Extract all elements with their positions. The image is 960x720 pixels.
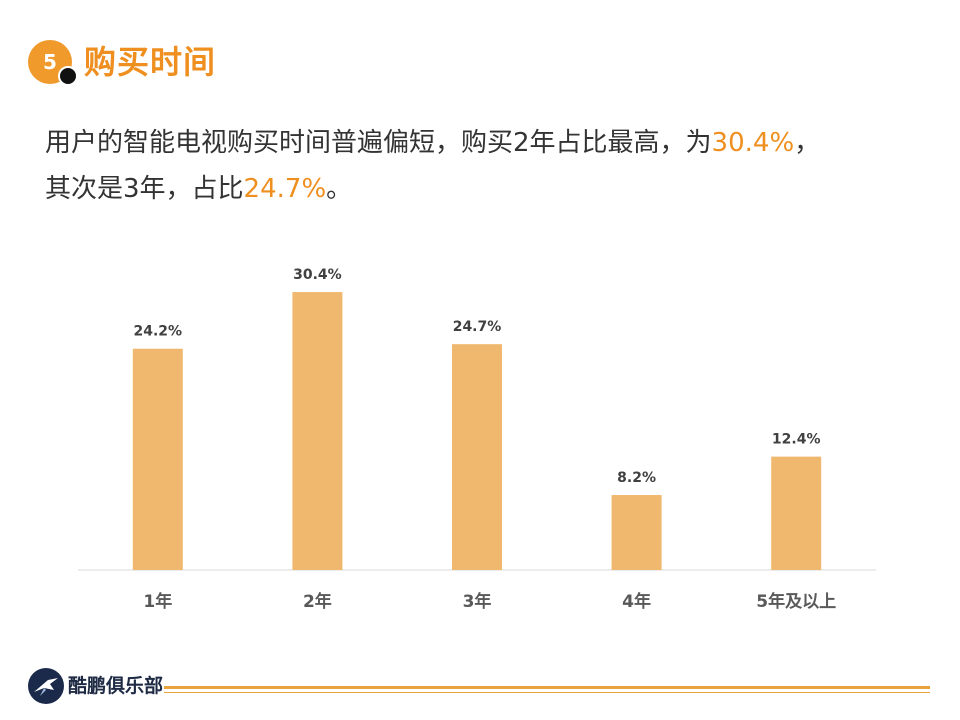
data-label: 8.2%: [617, 470, 656, 486]
bar: [611, 495, 662, 570]
x-tick-label: 3年: [463, 591, 492, 612]
section-header: 5 购买时间: [28, 36, 428, 92]
summary-line-2: 其次是3年，占比24.7%。: [45, 166, 925, 212]
summary-line-2-text: 其次是3年，占比: [45, 174, 244, 204]
data-label: 24.2%: [134, 324, 183, 340]
x-tick-label: 4年: [622, 591, 651, 612]
summary-highlight-1: 30.4%: [711, 128, 795, 158]
section-number: 5: [43, 50, 57, 74]
bar: [771, 456, 822, 570]
data-label: 24.7%: [453, 319, 502, 335]
x-tick-label: 5年及以上: [756, 591, 836, 612]
summary-line-1-text: 用户的智能电视购买时间普遍偏短，购买2年占比最高，为: [45, 128, 712, 158]
x-tick-label: 1年: [143, 591, 172, 612]
footer-brand: 酷鹏俱乐部: [68, 675, 164, 697]
footer-divider-thin: [164, 692, 930, 693]
x-tick-label: 2年: [303, 591, 332, 612]
summary-highlight-2: 24.7%: [243, 174, 327, 204]
bar: [132, 348, 183, 570]
data-label: 30.4%: [293, 267, 342, 283]
data-label: 12.4%: [772, 432, 821, 448]
summary-line-2-end: 。: [326, 174, 353, 204]
summary-line-1-end: ，: [794, 128, 821, 158]
page-title: 购买时间: [84, 43, 217, 81]
summary-text: 用户的智能电视购买时间普遍偏短，购买2年占比最高，为30.4%， 其次是3年，占…: [45, 120, 925, 212]
footer-divider: [164, 686, 930, 689]
section-number-badge: 5: [28, 40, 72, 84]
summary-line-1: 用户的智能电视购买时间普遍偏短，购买2年占比最高，为30.4%，: [45, 120, 925, 166]
badge-dot-icon: [58, 66, 78, 86]
bird-logo-icon: [28, 668, 64, 704]
bar: [292, 292, 343, 570]
bar: [452, 344, 502, 570]
